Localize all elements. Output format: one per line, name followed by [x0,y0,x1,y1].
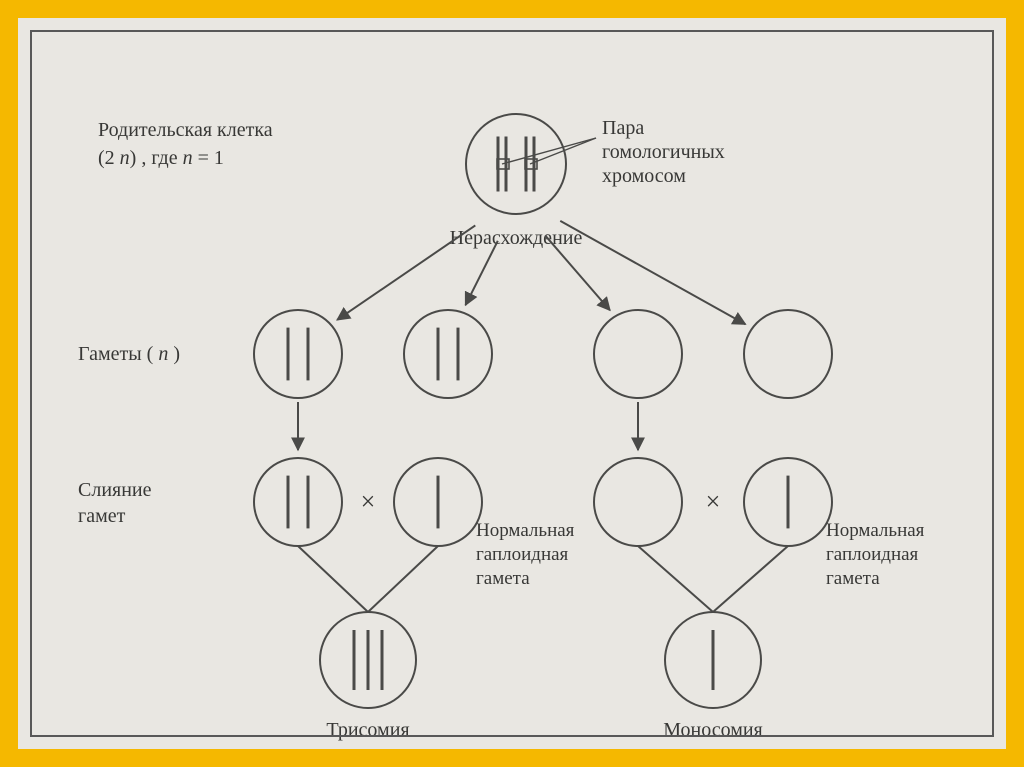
inner-border [30,30,994,737]
outer-frame: Родительская клетка(2 n) , где n = 1Пара… [0,0,1024,767]
paper-area: Родительская клетка(2 n) , где n = 1Пара… [18,18,1006,749]
